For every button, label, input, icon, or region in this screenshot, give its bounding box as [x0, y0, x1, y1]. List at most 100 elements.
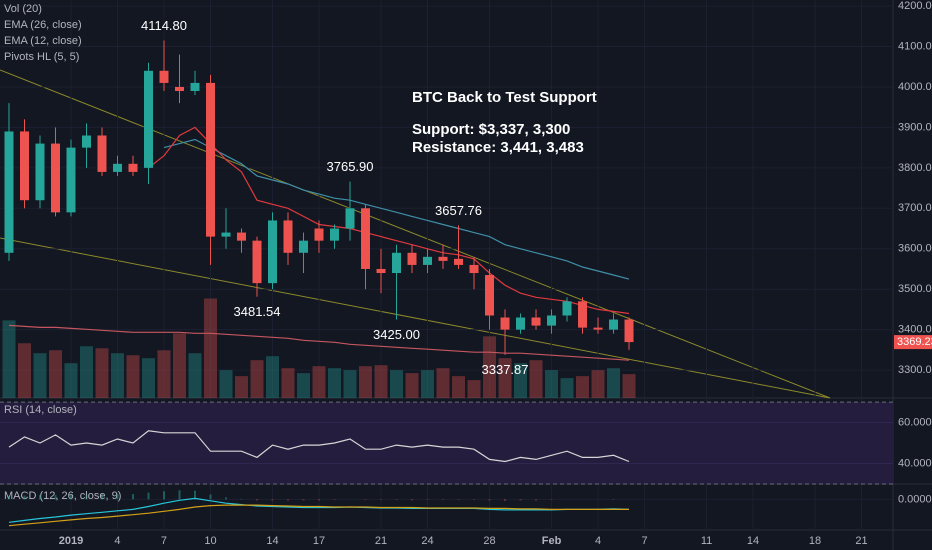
- candle-body: [469, 264, 479, 274]
- macd-histogram: [302, 499, 305, 501]
- volume-bar: [141, 358, 155, 398]
- candle-body: [376, 268, 386, 274]
- volume-bar: [529, 360, 543, 398]
- y-tick-label: 3500.00: [898, 283, 932, 295]
- x-tick-label: 14: [747, 535, 759, 547]
- macd-signal-line: [8, 504, 629, 527]
- candle-body: [516, 317, 526, 330]
- volume-bar: [421, 370, 435, 398]
- candle-body: [159, 70, 169, 83]
- macd-histogram: [23, 495, 26, 500]
- volume-bar: [560, 378, 574, 398]
- volume-bar: [328, 368, 342, 398]
- indicator-label: Pivots HL (5, 5): [4, 51, 79, 63]
- volume-bar: [405, 373, 419, 398]
- candle-body: [221, 232, 231, 237]
- candle-body: [438, 256, 448, 261]
- volume-bar: [607, 368, 621, 398]
- candle-body: [361, 208, 371, 269]
- price-tag: [894, 335, 932, 350]
- volume-bar: [576, 376, 590, 398]
- macd-histogram: [411, 499, 414, 501]
- volume-bar: [157, 350, 171, 398]
- macd-histogram: [147, 492, 150, 500]
- rsi-line: [8, 430, 630, 463]
- pivot-label: 4114.80: [141, 18, 187, 33]
- y-tick-label: 3300.00: [898, 364, 932, 376]
- candle-body: [35, 143, 45, 201]
- x-tick-label: Feb: [542, 535, 562, 547]
- candle-body: [50, 143, 60, 213]
- candle-body: [407, 252, 417, 265]
- y-tick-label: 3900.00: [898, 121, 932, 133]
- candle-body: [252, 240, 262, 284]
- macd-histogram: [287, 499, 290, 501]
- volume-bar: [359, 366, 373, 398]
- macd-histogram: [225, 497, 228, 500]
- indicator-label: EMA (12, close): [4, 35, 82, 47]
- volume-bar: [64, 363, 78, 398]
- trend-line: [0, 69, 831, 399]
- x-tick-label: 18: [809, 535, 821, 547]
- candle-body: [268, 220, 278, 284]
- volume-bar: [622, 374, 636, 398]
- volume-bar: [126, 355, 140, 398]
- volume-bar: [219, 370, 233, 398]
- macd-histogram: [38, 495, 41, 500]
- indicator-label: EMA (26, close): [4, 19, 82, 31]
- candle-body: [206, 82, 216, 237]
- candle-body: [485, 275, 495, 316]
- candle-body: [299, 240, 309, 253]
- macd-histogram: [256, 499, 259, 501]
- y-tick-label: 3700.00: [898, 202, 932, 214]
- macd-histogram: [85, 494, 88, 500]
- x-tick-label: 21: [855, 535, 867, 547]
- y-tick-label: 3600.00: [898, 243, 932, 255]
- volume-bar: [545, 370, 559, 398]
- y-tick-label: 4200.00: [898, 0, 932, 12]
- volume-bar: [281, 368, 295, 398]
- pivot-label: 3481.54: [234, 304, 281, 319]
- macd-histogram: [69, 494, 72, 500]
- macd-histogram: [100, 494, 103, 500]
- candle-body: [593, 327, 603, 330]
- volume-bar: [235, 376, 249, 398]
- macd-title: MACD (12, 26, close, 9): [4, 490, 121, 502]
- candle-body: [174, 86, 184, 92]
- candle-body: [562, 301, 572, 316]
- volume-bar: [514, 363, 528, 398]
- y-tick-label: 4100.00: [898, 40, 932, 52]
- candle-body: [112, 163, 122, 172]
- candle-body: [81, 135, 91, 148]
- macd-histogram: [178, 490, 181, 500]
- rsi-title: RSI (14, close): [4, 404, 77, 416]
- ema26-line: [163, 138, 630, 280]
- volume-bar: [390, 370, 404, 398]
- candle-body: [345, 208, 355, 229]
- volume-bar: [110, 353, 124, 398]
- x-tick-label: 7: [161, 535, 167, 547]
- pivot-label: 3425.00: [373, 327, 420, 342]
- volume-bar: [17, 343, 31, 398]
- volume-bar: [498, 358, 512, 398]
- x-tick-label: 21: [375, 535, 387, 547]
- candle-body: [547, 315, 557, 326]
- volume-bar: [452, 376, 466, 398]
- annotation-line: Resistance: 3,441, 3,483: [412, 139, 584, 156]
- macd-line: [8, 497, 630, 523]
- candle-body: [97, 135, 107, 172]
- volume-ma-line: [8, 324, 630, 361]
- x-tick-label: 4: [595, 535, 601, 547]
- ema12-line: [148, 126, 630, 315]
- annotation-title: BTC Back to Test Support: [412, 89, 597, 106]
- volume-bar: [250, 360, 264, 398]
- candle-body: [500, 317, 510, 330]
- volume-bar: [343, 370, 357, 398]
- macd-histogram: [131, 494, 134, 500]
- candle-body: [454, 258, 464, 265]
- y-tick-label: 3400.00: [898, 324, 932, 336]
- annotation-line: Support: $3,337, 3,300: [412, 121, 570, 138]
- candle-body: [392, 252, 402, 274]
- macd-histogram: [488, 499, 491, 501]
